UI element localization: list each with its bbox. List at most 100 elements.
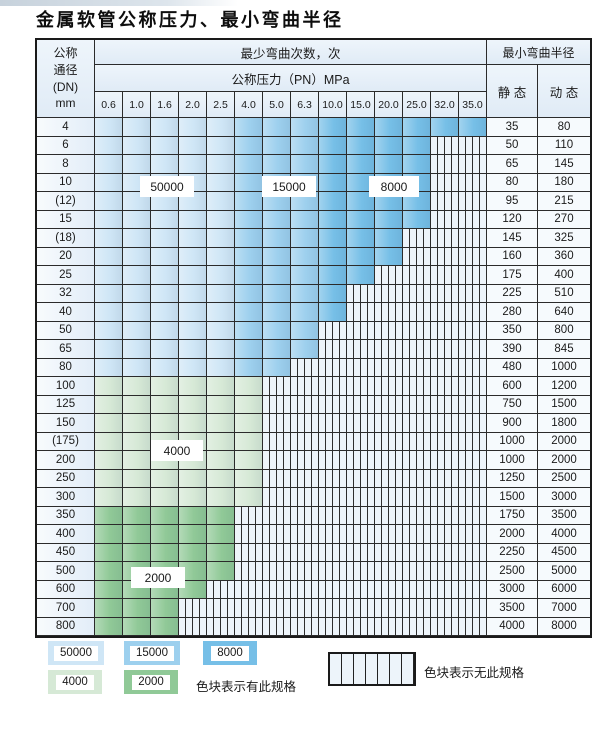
static-radius-value: 750 xyxy=(487,395,538,414)
grid-cell-available xyxy=(123,303,151,322)
static-radius-value: 35 xyxy=(487,118,538,137)
grid-cell-unavailable xyxy=(459,303,487,322)
grid-cell-unavailable xyxy=(403,488,431,507)
grid-cell-available xyxy=(263,118,291,137)
grid-cell-available xyxy=(207,506,235,525)
grid-cell-available xyxy=(95,525,123,544)
grid-cell-available xyxy=(291,210,319,229)
grid-cell-available xyxy=(179,155,207,174)
grid-cell-available xyxy=(151,210,179,229)
grid-cell-unavailable xyxy=(375,562,403,581)
static-radius-value: 3000 xyxy=(487,580,538,599)
grid-cell-available xyxy=(123,284,151,303)
grid-cell-unavailable xyxy=(431,340,459,359)
grid-cell-available xyxy=(179,469,207,488)
grid-cell-available xyxy=(151,377,179,396)
grid-cell-unavailable xyxy=(403,358,431,377)
grid-cell-unavailable xyxy=(291,414,319,433)
grid-cell-available xyxy=(263,229,291,248)
grid-cell-available xyxy=(207,525,235,544)
grid-cell-available xyxy=(375,210,403,229)
grid-cell-available xyxy=(263,303,291,322)
grid-cell-available xyxy=(179,303,207,322)
grid-cell-available xyxy=(151,118,179,137)
grid-cell-unavailable xyxy=(235,562,263,581)
grid-cell-available xyxy=(151,247,179,266)
grid-cell-unavailable xyxy=(403,340,431,359)
grid-cell-available xyxy=(95,192,123,211)
grid-cell-unavailable xyxy=(319,414,347,433)
pressure-column-header: 4.0 xyxy=(235,92,263,118)
grid-cell-unavailable xyxy=(347,414,375,433)
dn-cell: 800 xyxy=(37,617,95,636)
dynamic-radius-value: 845 xyxy=(538,340,590,359)
legend-swatch: 2000 xyxy=(124,670,178,694)
grid-cell-available xyxy=(375,229,403,248)
table-row: 6 50 110 xyxy=(37,136,590,155)
static-radius-value: 900 xyxy=(487,414,538,433)
dn-cell: 40 xyxy=(37,303,95,322)
grid-cell-unavailable xyxy=(459,358,487,377)
dn-cell: 80 xyxy=(37,358,95,377)
grid-cell-available xyxy=(263,210,291,229)
grid-cell-available xyxy=(207,377,235,396)
grid-cell-available xyxy=(123,488,151,507)
grid-cell-unavailable xyxy=(375,506,403,525)
dynamic-radius-value: 400 xyxy=(538,266,590,285)
grid-cell-available xyxy=(123,118,151,137)
grid-cell-unavailable xyxy=(459,506,487,525)
grid-cell-available xyxy=(151,543,179,562)
grid-cell-available xyxy=(95,414,123,433)
grid-cell-unavailable xyxy=(403,321,431,340)
table-row: 100 600 1200 xyxy=(37,377,590,396)
dynamic-radius-value: 215 xyxy=(538,192,590,211)
grid-cell-unavailable xyxy=(319,543,347,562)
grid-cell-available xyxy=(319,266,347,285)
grid-cell-available xyxy=(95,617,123,636)
grid-cell-available xyxy=(235,192,263,211)
grid-cell-available xyxy=(123,229,151,248)
grid-cell-unavailable xyxy=(431,358,459,377)
grid-cell-unavailable xyxy=(347,358,375,377)
grid-cell-unavailable xyxy=(291,358,319,377)
grid-cell-available xyxy=(179,525,207,544)
grid-cell-available xyxy=(235,469,263,488)
table-row: 200 1000 2000 xyxy=(37,451,590,470)
grid-cell-available xyxy=(179,488,207,507)
grid-cell-available xyxy=(123,210,151,229)
grid-cell-unavailable xyxy=(319,506,347,525)
dn-cell: 600 xyxy=(37,580,95,599)
dynamic-radius-value: 4000 xyxy=(538,525,590,544)
grid-cell-unavailable xyxy=(319,358,347,377)
grid-cell-unavailable xyxy=(319,617,347,636)
pressure-column-header: 15.0 xyxy=(347,92,375,118)
dn-cell: 125 xyxy=(37,395,95,414)
grid-cell-unavailable xyxy=(375,617,403,636)
legend-swatch: 4000 xyxy=(48,670,102,694)
dynamic-column-header: 动 态 xyxy=(538,65,590,118)
grid-cell-unavailable xyxy=(347,432,375,451)
grid-cell-available xyxy=(95,506,123,525)
grid-cell-available xyxy=(207,118,235,137)
dynamic-radius-value: 110 xyxy=(538,136,590,155)
grid-cell-available xyxy=(403,136,431,155)
grid-cell-unavailable xyxy=(431,395,459,414)
dn-cell: 700 xyxy=(37,599,95,618)
dynamic-radius-value: 3000 xyxy=(538,488,590,507)
grid-cell-available xyxy=(151,155,179,174)
grid-cell-available xyxy=(291,340,319,359)
grid-cell-available xyxy=(151,488,179,507)
grid-cell-unavailable xyxy=(431,543,459,562)
bend-cycles-header: 最少弯曲次数，次 xyxy=(95,40,487,65)
table-row: 25 175 400 xyxy=(37,266,590,285)
grid-cell-available xyxy=(235,118,263,137)
grid-cell-available xyxy=(347,229,375,248)
table-row: 80 480 1000 xyxy=(37,358,590,377)
grid-cell-unavailable xyxy=(347,284,375,303)
dn-cell: 100 xyxy=(37,377,95,396)
grid-cell-available xyxy=(207,432,235,451)
grid-cell-available xyxy=(95,136,123,155)
grid-cell-available xyxy=(123,617,151,636)
table-row: 150 900 1800 xyxy=(37,414,590,433)
grid-cell-unavailable xyxy=(263,469,291,488)
